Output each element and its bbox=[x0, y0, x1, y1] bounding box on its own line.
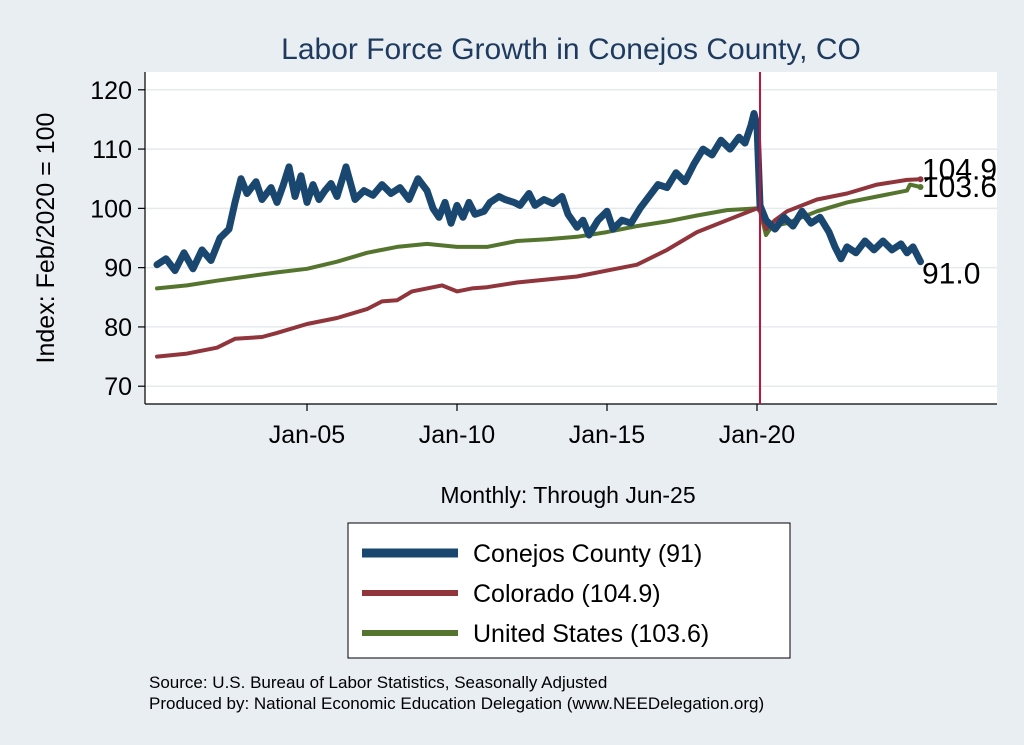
y-tick-label: 110 bbox=[92, 136, 132, 164]
y-tick-label: 100 bbox=[90, 195, 132, 223]
series-end-point bbox=[917, 176, 924, 183]
chart-title: Labor Force Growth in Conejos County, CO bbox=[281, 33, 861, 66]
source-line: Source: U.S. Bureau of Labor Statistics,… bbox=[149, 673, 607, 692]
x-tick-label: Jan-05 bbox=[269, 421, 345, 449]
end-label-united-states: 103.6 bbox=[922, 171, 997, 204]
legend-label: United States (103.6) bbox=[473, 620, 709, 648]
series-line-united-states bbox=[155, 182, 923, 291]
series-end-point bbox=[917, 184, 924, 191]
y-tick-label: 120 bbox=[90, 77, 132, 105]
y-tick-label: 90 bbox=[104, 255, 132, 283]
x-axis-label: Monthly: Through Jun-25 bbox=[440, 482, 695, 508]
x-tick-label: Jan-15 bbox=[569, 421, 645, 449]
x-tick-label: Jan-20 bbox=[719, 421, 795, 449]
grid-lines bbox=[145, 89, 997, 387]
end-label-conejos-county: 91.0 bbox=[922, 258, 980, 291]
y-axis-ticks: 70 80 90 100 110 120 bbox=[90, 77, 145, 401]
y-axis-label: Index: Feb/2020 = 100 bbox=[32, 113, 60, 364]
legend-label: Conejos County (91) bbox=[473, 540, 702, 568]
legend: Conejos County (91) Colorado (104.9) Unite… bbox=[347, 522, 791, 659]
x-tick-label: Jan-10 bbox=[419, 421, 495, 449]
x-axis-ticks: Jan-05 Jan-10 Jan-15 Jan-20 bbox=[269, 404, 795, 449]
series-line-colorado bbox=[155, 177, 923, 359]
produced-by-line: Produced by: National Economic Education… bbox=[149, 694, 764, 713]
y-tick-label: 70 bbox=[104, 373, 132, 401]
series-end-point bbox=[917, 258, 924, 265]
y-tick-label: 80 bbox=[104, 314, 132, 342]
series-lines bbox=[153, 110, 924, 359]
legend-label: Colorado (104.9) bbox=[473, 580, 661, 608]
end-label-colorado: 104.9 bbox=[922, 153, 997, 186]
series-line-conejos-county bbox=[153, 110, 924, 275]
